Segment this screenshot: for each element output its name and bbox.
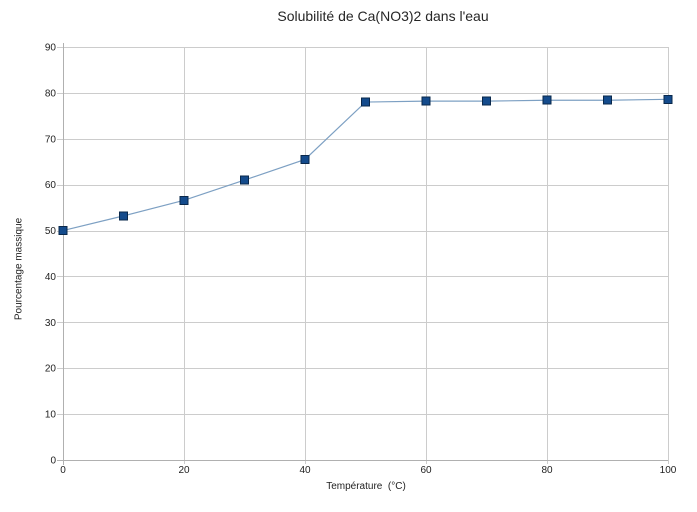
data-point-marker bbox=[58, 226, 68, 236]
data-point-marker bbox=[361, 97, 370, 107]
y-axis-title: Pourcentage massique bbox=[13, 217, 25, 321]
x-tick-label: 20 bbox=[178, 465, 190, 476]
x-tick-label: 40 bbox=[299, 465, 311, 476]
data-point-marker bbox=[421, 96, 431, 106]
x-tick-label: 60 bbox=[420, 465, 432, 476]
y-tick-label: 60 bbox=[45, 180, 57, 191]
series-line bbox=[62, 98, 669, 232]
y-tick-label: 20 bbox=[45, 364, 57, 375]
data-point-marker bbox=[179, 195, 189, 205]
data-point-marker bbox=[663, 94, 673, 104]
x-tick-label: 0 bbox=[60, 465, 66, 476]
y-tick-label: 30 bbox=[45, 318, 57, 329]
data-point-marker bbox=[542, 95, 552, 105]
y-tick-label: 0 bbox=[50, 456, 56, 467]
y-tick-label: 10 bbox=[45, 410, 57, 421]
y-tick-label: 70 bbox=[45, 134, 57, 145]
x-tick-label: 80 bbox=[541, 465, 553, 476]
y-tick-label: 50 bbox=[45, 226, 57, 237]
data-point-marker bbox=[300, 154, 310, 164]
data-point-marker bbox=[119, 211, 128, 221]
x-axis-title: Température (°C) bbox=[326, 481, 406, 492]
x-tick-label: 100 bbox=[660, 465, 677, 476]
y-tick-label: 40 bbox=[45, 272, 57, 283]
data-point-marker bbox=[603, 95, 612, 105]
data-point-marker bbox=[240, 175, 249, 185]
chart-title: Solubilité de Ca(NO3)2 dans l'eau bbox=[277, 8, 489, 24]
y-tick-label: 80 bbox=[45, 88, 57, 99]
y-tick-label: 90 bbox=[45, 43, 57, 54]
data-point-marker bbox=[482, 96, 491, 106]
